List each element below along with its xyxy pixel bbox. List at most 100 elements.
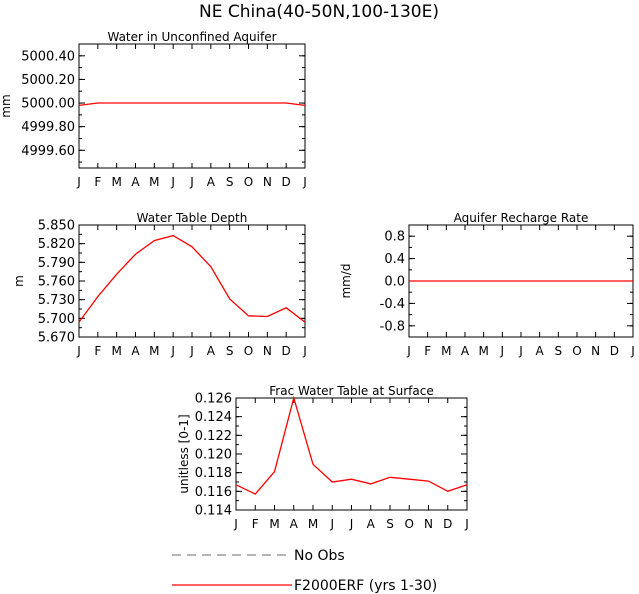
- y-tick-label: 0.8: [384, 230, 405, 245]
- x-tick-label: D: [443, 517, 452, 531]
- x-tick-label: J: [302, 175, 307, 189]
- y-tick-label: 4999.60: [21, 144, 75, 159]
- plot-frame: [78, 224, 306, 338]
- y-tick-label: 5.790: [38, 256, 75, 271]
- y-tick-label: 5000.20: [21, 73, 75, 88]
- x-tick-label: A: [290, 517, 299, 531]
- y-tick-label: 0.118: [195, 466, 232, 481]
- x-tick-label: J: [189, 175, 194, 189]
- y-tick-label: 0.0: [384, 275, 405, 290]
- y-axis-label: mm/d: [339, 263, 353, 298]
- x-tick-label: M: [308, 517, 318, 531]
- y-tick-label: 5.760: [38, 275, 75, 290]
- x-tick-label: M: [441, 344, 451, 358]
- y-axis-label: unitless [0-1]: [177, 414, 191, 493]
- plot-frame: [78, 43, 306, 169]
- x-tick-label: J: [189, 344, 194, 358]
- x-tick-label: J: [170, 175, 175, 189]
- x-tick-label: A: [207, 344, 216, 358]
- x-tick-label: S: [226, 344, 234, 358]
- y-axis-label: m: [12, 275, 26, 287]
- x-tick-label: J: [302, 344, 307, 358]
- x-tick-label: J: [76, 175, 81, 189]
- x-tick-label: J: [233, 517, 238, 531]
- x-tick-label: N: [263, 344, 272, 358]
- x-tick-label: M: [478, 344, 488, 358]
- x-tick-label: F: [94, 175, 101, 189]
- x-tick-label: O: [572, 344, 581, 358]
- chart-title: Frac Water Table at Surface: [269, 384, 433, 398]
- y-tick-label: 5.820: [38, 237, 75, 252]
- y-tick-label: 5.700: [38, 312, 75, 327]
- x-tick-label: J: [349, 517, 354, 531]
- x-tick-label: N: [263, 175, 272, 189]
- x-tick-label: J: [406, 344, 411, 358]
- x-tick-label: J: [630, 344, 635, 358]
- chart-title: Water Table Depth: [137, 211, 248, 225]
- chart-title: Aquifer Recharge Rate: [454, 211, 589, 225]
- page-title: NE China(40-50N,100-130E): [199, 2, 439, 22]
- x-tick-label: J: [464, 517, 469, 531]
- series-line-1: [78, 102, 306, 107]
- x-tick-label: N: [591, 344, 600, 358]
- legend: No Obs F2000ERF (yrs 1-30): [172, 548, 437, 594]
- x-tick-label: F: [252, 517, 259, 531]
- x-tick-label: O: [244, 175, 253, 189]
- x-tick-label: S: [386, 517, 394, 531]
- x-tick-label: J: [500, 344, 505, 358]
- x-tick-label: J: [518, 344, 523, 358]
- x-tick-label: O: [405, 517, 414, 531]
- x-tick-label: A: [536, 344, 545, 358]
- y-tick-label: -0.8: [380, 319, 405, 334]
- x-tick-label: J: [329, 517, 334, 531]
- x-tick-label: F: [94, 344, 101, 358]
- x-tick-label: M: [149, 175, 159, 189]
- y-tick-label: 0.114: [195, 504, 232, 519]
- series-line-1: [78, 234, 306, 323]
- y-tick-label: 5.850: [38, 219, 75, 234]
- x-tick-label: F: [424, 344, 431, 358]
- x-tick-label: J: [76, 344, 81, 358]
- y-tick-label: 0.126: [195, 392, 232, 407]
- x-tick-label: O: [244, 344, 253, 358]
- x-tick-label: D: [610, 344, 619, 358]
- legend-no-obs-label: No Obs: [294, 548, 345, 564]
- x-tick-label: A: [207, 175, 216, 189]
- x-tick-label: J: [170, 344, 175, 358]
- x-tick-label: D: [282, 344, 291, 358]
- x-tick-label: D: [282, 175, 291, 189]
- x-tick-label: M: [149, 344, 159, 358]
- y-tick-label: 0.120: [195, 448, 232, 463]
- y-tick-label: 5.730: [38, 293, 75, 308]
- y-tick-label: 0.116: [195, 485, 232, 500]
- y-tick-label: -0.4: [380, 297, 405, 312]
- x-tick-label: M: [111, 344, 121, 358]
- x-tick-label: S: [555, 344, 563, 358]
- plot-frame: [235, 397, 468, 511]
- y-tick-label: 0.4: [384, 252, 405, 267]
- x-tick-label: A: [461, 344, 470, 358]
- y-tick-label: 4999.80: [21, 120, 75, 135]
- legend-model-label: F2000ERF (yrs 1-30): [294, 578, 437, 594]
- y-tick-label: 5000.00: [21, 97, 75, 112]
- x-tick-label: M: [111, 175, 121, 189]
- x-tick-label: N: [424, 517, 433, 531]
- y-tick-label: 5000.40: [21, 49, 75, 64]
- y-tick-label: 0.122: [195, 429, 232, 444]
- x-tick-label: A: [367, 517, 376, 531]
- x-tick-label: M: [269, 517, 279, 531]
- x-tick-label: S: [226, 175, 234, 189]
- y-axis-label: mm: [0, 94, 13, 117]
- x-tick-label: A: [131, 175, 140, 189]
- y-tick-label: 5.670: [38, 331, 75, 346]
- chart-title: Water in Unconfined Aquifer: [107, 30, 276, 44]
- x-tick-label: A: [131, 344, 140, 358]
- series-line-1: [235, 395, 468, 495]
- y-tick-label: 0.124: [195, 410, 232, 425]
